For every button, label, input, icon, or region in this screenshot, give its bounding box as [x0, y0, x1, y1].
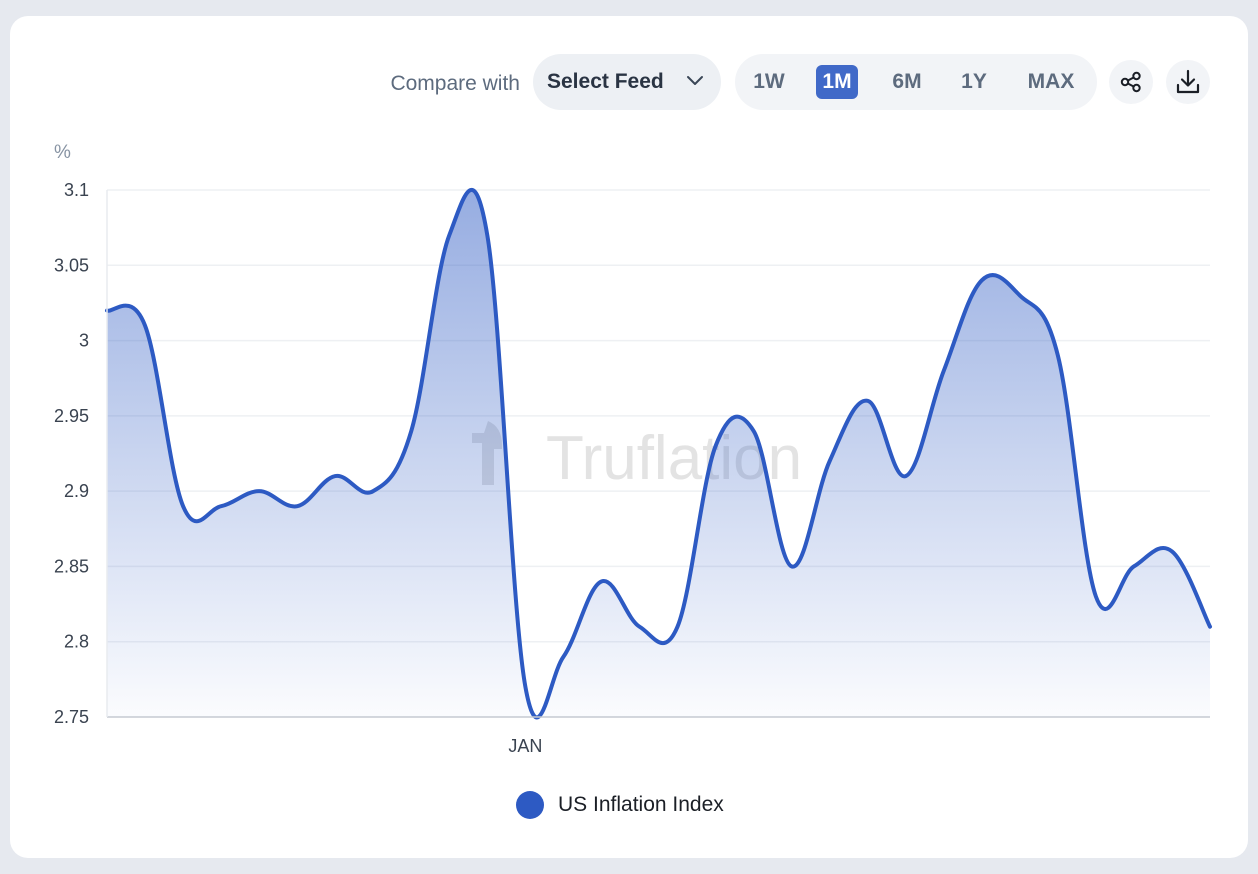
chevron-down-icon	[687, 76, 703, 85]
select-feed-label: Select Feed	[547, 70, 664, 93]
range-button-1y[interactable]: 1Y	[961, 70, 987, 93]
compare-with-label: Compare with	[390, 72, 520, 95]
chart-toolbar: Compare with Select Feed 1W 1M 6M 1Y MAX	[10, 16, 1248, 136]
range-button-6m[interactable]: 6M	[892, 70, 922, 93]
y-axis-tick-labels: 3.1 3.05 3 2.95 2.9 2.85 2.8 2.75	[54, 180, 89, 727]
share-icon	[1120, 71, 1141, 93]
legend-label-us-inflation-index: US Inflation Index	[558, 793, 724, 816]
range-button-1m[interactable]: 1M	[816, 65, 858, 99]
select-feed-dropdown[interactable]: Select Feed	[533, 54, 721, 110]
y-tick-label: 2.9	[64, 481, 89, 501]
download-button[interactable]	[1166, 60, 1210, 104]
y-tick-label: 3	[79, 331, 89, 351]
download-icon	[1176, 69, 1200, 94]
range-button-1w[interactable]: 1W	[753, 70, 785, 93]
chart-card: Compare with Select Feed 1W 1M 6M 1Y MAX	[10, 16, 1248, 858]
series-area-fill	[107, 189, 1210, 718]
y-tick-label: 3.1	[64, 180, 89, 200]
share-button[interactable]	[1109, 60, 1153, 104]
series-line-us-inflation-index	[105, 188, 1212, 720]
y-axis-unit-label: %	[54, 142, 71, 163]
y-tick-label: 2.85	[54, 556, 89, 576]
y-tick-label: 3.05	[54, 255, 89, 275]
x-tick-label-jan: JAN	[508, 736, 542, 756]
y-tick-label: 2.95	[54, 406, 89, 426]
y-tick-label: 2.8	[64, 632, 89, 652]
chart-legend[interactable]: US Inflation Index	[516, 790, 724, 820]
legend-dot-us-inflation-index	[516, 791, 544, 819]
time-range-group: 1W 1M 6M 1Y MAX	[735, 54, 1097, 110]
y-tick-label: 2.75	[54, 707, 89, 727]
range-button-max[interactable]: MAX	[1027, 70, 1075, 93]
